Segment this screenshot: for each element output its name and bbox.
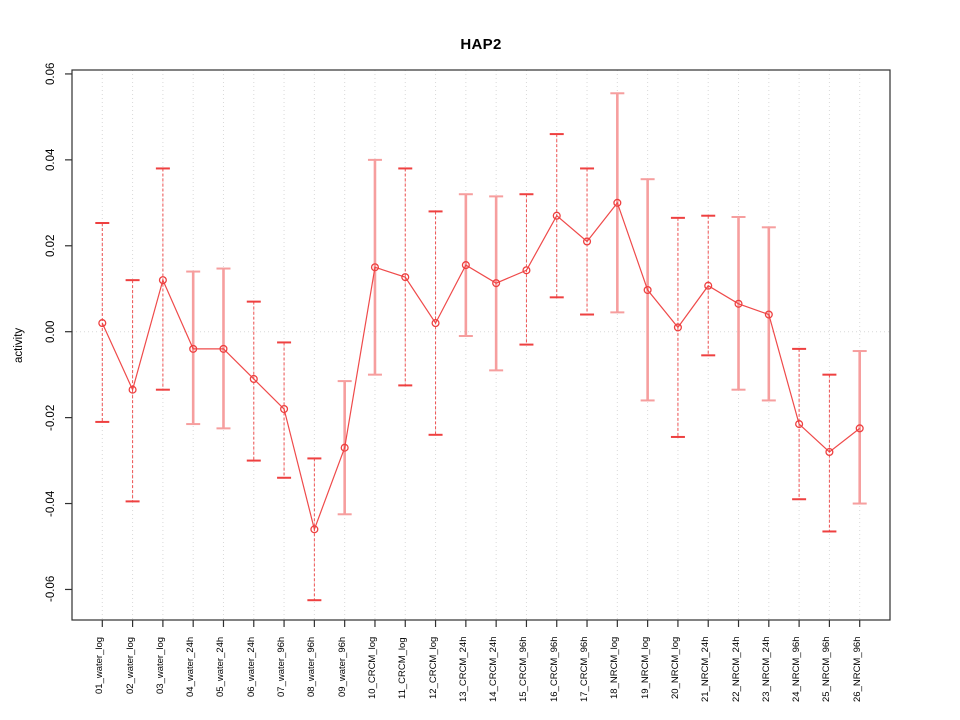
x-tick-label: 26_NRCM_96h [851, 637, 863, 703]
data-point [340, 443, 349, 452]
chart-title: HAP2 [460, 36, 502, 53]
x-tick-label: 01_water_log [94, 637, 106, 695]
data-point [158, 276, 167, 285]
y-tick-label: 0.04 [45, 148, 57, 172]
x-tick-label: 20_NRCM_log [669, 637, 681, 700]
y-tick-label: 0.06 [45, 62, 57, 86]
x-tick-label: 12_CRCM_log [427, 637, 439, 700]
x-tick-label: 22_NRCM_24h [730, 637, 742, 703]
x-tick-label: 11_CRCM_log [397, 637, 409, 699]
data-point [795, 420, 804, 429]
y-tick-label: -0.06 [45, 576, 57, 603]
data-point [249, 374, 258, 384]
series-line [101, 201, 861, 532]
data-point [189, 344, 198, 353]
data-point [492, 279, 501, 288]
plot-box [71, 69, 891, 621]
data-point [643, 285, 652, 295]
x-tick-label: 16_CRCM_96h [548, 637, 560, 703]
data-point [704, 281, 713, 290]
data-point [401, 273, 410, 282]
x-tick-label: 08_water_96h [306, 637, 318, 698]
x-tick-label: 13_CRCM_24h [457, 637, 469, 703]
x-tick-label: 07_water_96h [276, 637, 288, 698]
data-point [461, 261, 470, 270]
data-point [552, 211, 561, 220]
data-point [613, 198, 622, 207]
data-point [673, 323, 682, 332]
x-tick-label: 05_water_24h [215, 637, 227, 698]
x-tick-label: 21_NRCM_24h [700, 637, 712, 703]
x-tick-label: 14_CRCM_24h [488, 637, 500, 703]
x-tick-label: 23_NRCM_24h [760, 637, 772, 703]
data-point [582, 237, 592, 246]
data-point [734, 299, 743, 308]
data-point [310, 525, 319, 534]
x-tick-label: 24_NRCM_96h [791, 637, 803, 703]
x-tick-label: 09_water_96h [336, 637, 348, 698]
y-tick-label: 0.02 [45, 234, 57, 257]
data-point [825, 447, 834, 457]
data-point [219, 344, 228, 353]
x-tick-label: 06_water_24h [245, 637, 257, 698]
data-point [98, 319, 107, 328]
y-tick-label: 0.00 [45, 320, 57, 343]
x-tick-label: 17_CRCM_96h [579, 637, 591, 703]
x-tick-label: 10_CRCM_log [366, 637, 378, 700]
x-tick-label: 03_water_log [154, 637, 166, 695]
x-tick-label: 02_water_log [124, 637, 136, 695]
data-point [431, 319, 440, 328]
x-tick-label: 25_NRCM_96h [821, 637, 833, 703]
y-tick-label: -0.02 [45, 404, 57, 431]
x-tick-label: 04_water_24h [185, 637, 197, 698]
y-tick-label: -0.04 [45, 490, 57, 517]
data-point [764, 310, 773, 319]
data-point [128, 385, 137, 394]
data-point [280, 404, 289, 414]
x-tick-label: 18_NRCM_log [609, 637, 621, 700]
data-point [370, 263, 380, 272]
data-point [522, 266, 531, 275]
data-point [855, 424, 864, 433]
x-tick-label: 19_NRCM_log [639, 637, 651, 700]
x-tick-label: 15_CRCM_96h [518, 637, 530, 703]
